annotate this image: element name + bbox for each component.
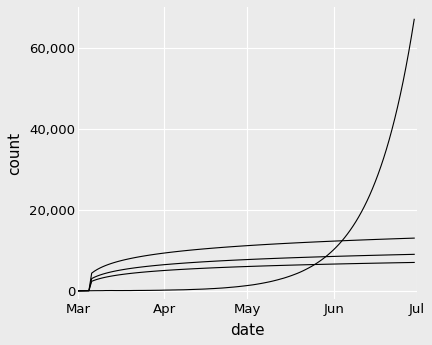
Y-axis label: count: count xyxy=(7,131,22,175)
X-axis label: date: date xyxy=(230,323,265,338)
